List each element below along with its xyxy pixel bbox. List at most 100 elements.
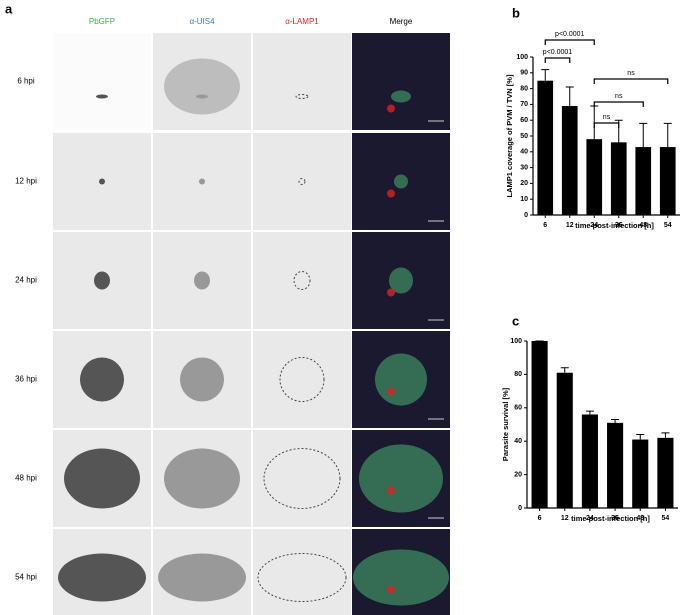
parasite (158, 553, 246, 602)
column-header: α-UIS4 (189, 17, 215, 26)
y-tick-label: 0 (518, 505, 522, 512)
parasite (64, 448, 140, 509)
parasite (279, 357, 325, 402)
cell-body (164, 58, 240, 115)
panel-label: a (5, 1, 13, 16)
bar (556, 372, 573, 508)
lamp1-signal (387, 585, 395, 594)
lamp1-signal (387, 486, 395, 495)
x-tick-label: 54 (662, 515, 670, 522)
cell-signal (391, 90, 411, 103)
significance-bracket (593, 101, 644, 107)
y-tick-label: 70 (520, 101, 528, 108)
parasite (293, 271, 311, 290)
x-tick-label: 24 (590, 222, 598, 229)
error-bar (611, 418, 620, 423)
significance-bracket (544, 39, 595, 45)
y-tick-label: 20 (520, 180, 528, 187)
parasite (196, 94, 208, 99)
y-tick-label: 60 (514, 405, 522, 412)
micrograph (253, 430, 351, 527)
micrograph-grid: PbGFP α-UIS4 α-LAMP1 Merge 6 hpi 12 hpi 24 hpi… (15, 17, 450, 615)
lamp1-signal (387, 387, 395, 396)
y-tick-label: 0 (524, 212, 528, 219)
x-tick-label: 36 (611, 515, 619, 522)
parasite (199, 178, 205, 185)
parasite (257, 553, 347, 602)
bar (607, 422, 624, 508)
lamp1-signal (387, 104, 395, 113)
x-tick-label: 12 (561, 515, 569, 522)
column-header: Merge (390, 17, 413, 26)
bar (610, 142, 627, 215)
cell-signal (353, 549, 449, 606)
y-tick-label: 20 (514, 471, 522, 478)
parasite (80, 357, 124, 402)
x-tick-label: 36 (615, 222, 623, 229)
significance-bracket (593, 78, 669, 84)
x-tick-label: 6 (543, 222, 547, 229)
cell-signal (375, 353, 427, 406)
lamp1-signal (387, 288, 395, 297)
panel-label: c (512, 313, 519, 328)
column-header: α-LAMP1 (285, 17, 319, 26)
y-tick-label: 60 (520, 117, 528, 124)
micrograph (53, 33, 151, 130)
significance-bracket (544, 57, 571, 63)
x-tick-label: 54 (664, 222, 672, 229)
parasite (164, 448, 240, 509)
y-axis-label: LAMP1 coverage of PVM / TVN [%] (505, 74, 514, 197)
parasite (58, 553, 146, 602)
x-tick-label: 48 (636, 515, 644, 522)
micrograph (253, 529, 351, 615)
error-bar (585, 410, 594, 415)
significance-label: ns (603, 114, 611, 121)
y-tick-label: 50 (520, 133, 528, 140)
bar (531, 341, 548, 508)
significance-label: ns (627, 70, 635, 77)
error-bar (636, 434, 645, 440)
parasite (99, 178, 105, 185)
micrograph (253, 33, 351, 130)
y-axis-label: Parasite survival [%] (501, 387, 510, 461)
cell-signal (389, 267, 413, 294)
bar (581, 414, 598, 508)
x-tick-label: 48 (639, 222, 647, 229)
bar (657, 437, 674, 508)
x-tick-label: 12 (566, 222, 574, 229)
micrograph (253, 331, 351, 428)
parasite (295, 94, 309, 99)
bar (659, 147, 676, 215)
error-bar (661, 432, 670, 438)
bar (537, 80, 554, 215)
x-tick-label: 6 (538, 515, 542, 522)
significance-bracket (593, 122, 620, 128)
significance-label: p<0.0001 (543, 49, 572, 56)
y-tick-label: 40 (520, 149, 528, 156)
parasite (180, 357, 224, 402)
parasite (194, 271, 210, 290)
error-bar (541, 69, 550, 81)
y-tick-label: 40 (514, 438, 522, 445)
bar (635, 147, 652, 215)
cell-signal (394, 174, 408, 189)
error-bar (663, 122, 672, 148)
column-header: PbGFP (89, 17, 115, 26)
parasite (96, 94, 108, 99)
significance-label: p<0.0001 (555, 31, 584, 38)
x-axis-label: time post-infection [h] (575, 221, 654, 230)
y-tick-label: 30 (520, 164, 528, 171)
row-label: 24 hpi (15, 276, 37, 285)
row-label: 12 hpi (15, 177, 37, 186)
parasite (94, 271, 110, 290)
y-tick-label: 10 (520, 196, 528, 203)
error-bar (639, 122, 648, 148)
significance-label: ns (615, 93, 623, 100)
parasite (298, 178, 306, 185)
panel-label: b (512, 5, 520, 20)
lamp1-signal (387, 189, 395, 198)
x-tick-label: 24 (586, 515, 594, 522)
bar (632, 439, 649, 508)
row-label: 54 hpi (15, 573, 37, 582)
